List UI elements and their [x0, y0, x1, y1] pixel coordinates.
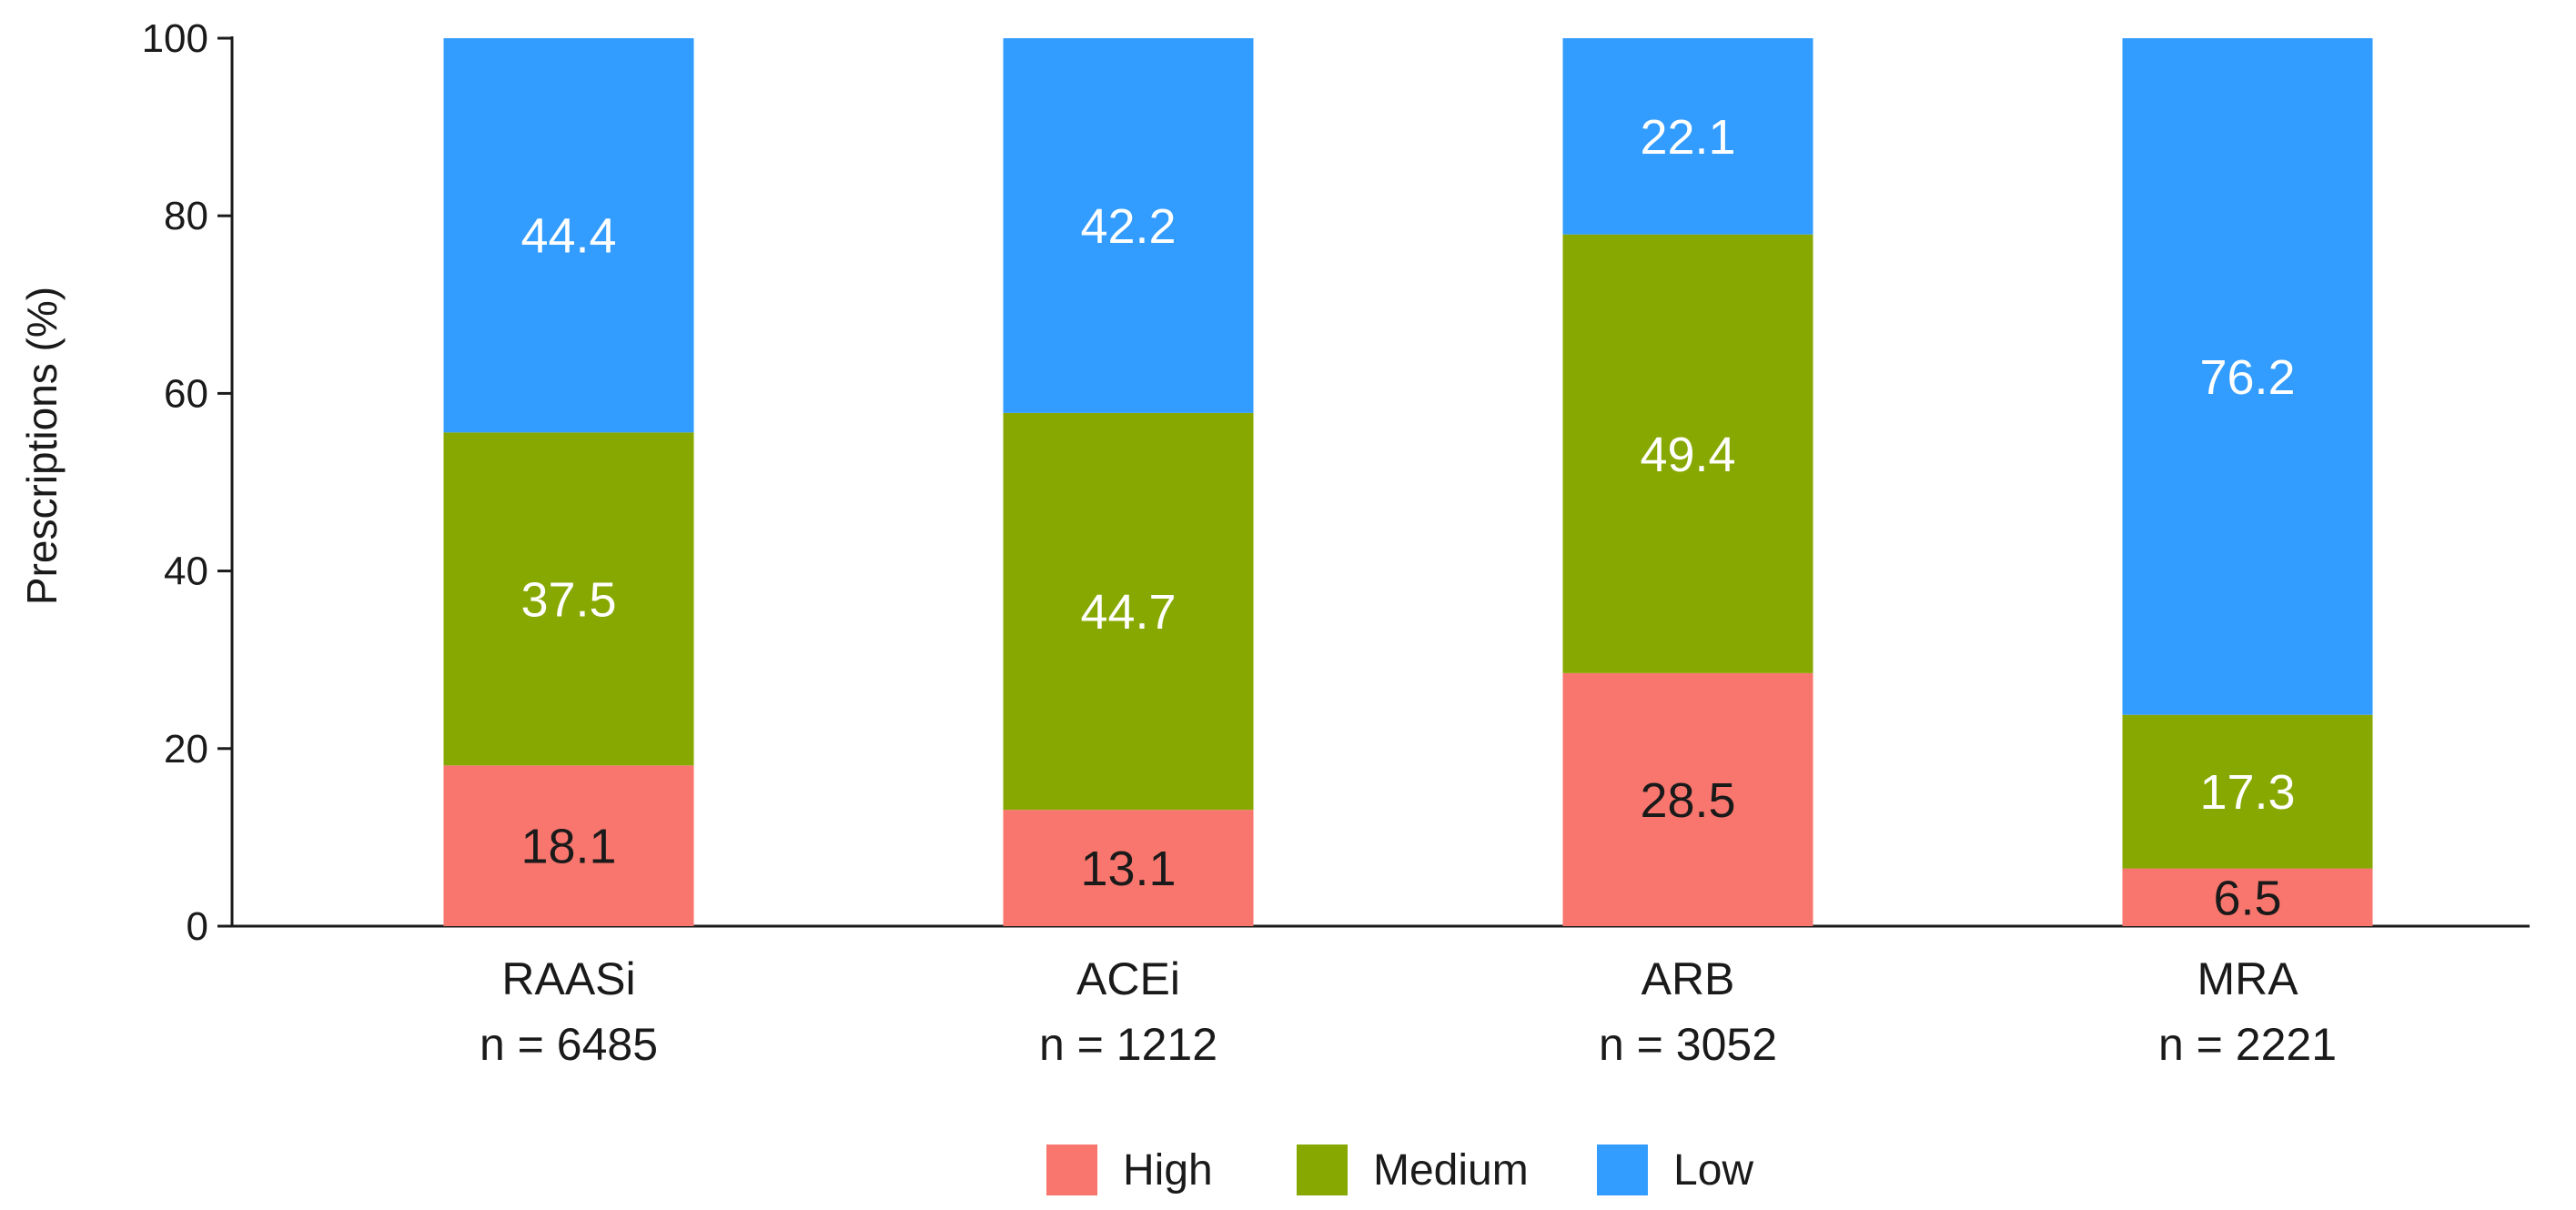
bars: [443, 38, 2373, 926]
y-tick-label: 40: [164, 550, 208, 594]
segment-labels: 18.1 37.5 44.4 13.1 44.7 42.2 28.5 49.4 22.1 6.5 1…: [520, 110, 2295, 925]
legend-swatch-low: [1597, 1144, 1648, 1195]
data-label-high-mra: 6.5: [2213, 871, 2281, 925]
legend-label-high: High: [1123, 1146, 1213, 1195]
bar-segment-medium-raasi: [443, 432, 694, 766]
bar-segment-medium-mra: [2122, 714, 2373, 869]
y-tick-label: 20: [164, 727, 208, 771]
x-category-label: MRA: [2197, 953, 2298, 1004]
y-tick-label: 100: [142, 16, 208, 61]
data-label-low-acei: 42.2: [1080, 199, 1176, 254]
bar-segment-low-mra: [2122, 38, 2373, 715]
data-label-high-raasi: 18.1: [520, 820, 616, 874]
bar-segment-high-arb: [1562, 672, 1813, 926]
legend-label-low: Low: [1673, 1146, 1753, 1195]
y-tick-label: 60: [164, 371, 208, 416]
x-category-label: ACEi: [1076, 953, 1180, 1004]
bar-segment-low-arb: [1562, 38, 1813, 235]
data-label-medium-acei: 44.7: [1080, 585, 1176, 640]
bar-segment-high-raasi: [443, 765, 694, 926]
data-label-high-acei: 13.1: [1080, 842, 1176, 896]
bar-segment-high-acei: [1003, 810, 1254, 926]
y-tick-label: 80: [164, 194, 208, 238]
data-label-low-mra: 76.2: [2199, 350, 2295, 405]
bar-segment-medium-arb: [1562, 234, 1813, 673]
x-category-sample-size: n = 2221: [2158, 1019, 2337, 1070]
x-category-sample-size: n = 1212: [1039, 1019, 1217, 1070]
legend-label-medium: Medium: [1373, 1146, 1529, 1195]
x-axis-labels: RAASi n = 6485 ACEi n = 1212 ARB n = 3052 MRA n…: [480, 953, 2337, 1070]
bar-segment-medium-acei: [1003, 412, 1254, 811]
y-axis-title: Prescriptions (%): [18, 287, 66, 605]
data-label-medium-raasi: 37.5: [520, 572, 616, 627]
data-label-low-arb: 22.1: [1640, 110, 1735, 165]
bar-segment-low-acei: [1003, 38, 1254, 413]
data-label-high-arb: 28.5: [1640, 773, 1735, 828]
x-category-label: RAASi: [501, 953, 635, 1004]
data-label-low-raasi: 44.4: [520, 209, 616, 264]
y-tick-label: 0: [187, 904, 208, 949]
bar-segment-low-raasi: [443, 38, 694, 433]
x-category-sample-size: n = 6485: [480, 1019, 658, 1070]
legend: High Medium Low: [1046, 1144, 1753, 1195]
legend-swatch-high: [1046, 1144, 1097, 1195]
data-label-medium-arb: 49.4: [1640, 428, 1735, 482]
x-category-sample-size: n = 3052: [1599, 1019, 1777, 1070]
data-label-medium-mra: 17.3: [2199, 765, 2295, 820]
x-category-label: ARB: [1642, 953, 1735, 1004]
bar-segment-high-mra: [2122, 868, 2373, 926]
legend-swatch-medium: [1297, 1144, 1348, 1195]
